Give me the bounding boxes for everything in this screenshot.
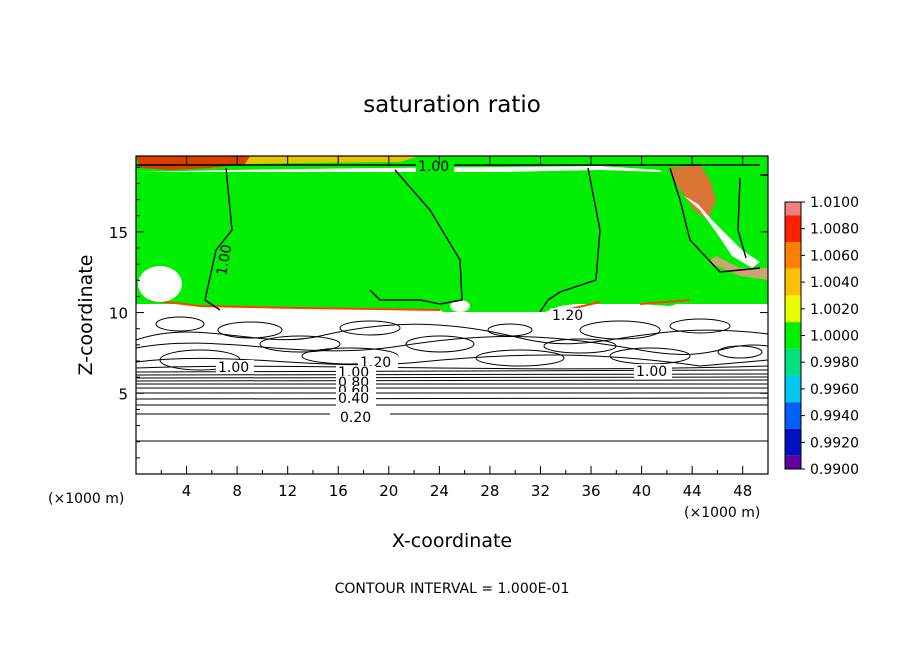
x-tick-label: 8 [232, 482, 242, 500]
x-tick-label: 48 [733, 482, 752, 500]
x-tick-label: 36 [581, 482, 600, 500]
x-unit-label: (×1000 m) [48, 491, 124, 507]
y-axis-ticks: 5 10 15 [109, 166, 768, 459]
colorbar-swatch [785, 348, 801, 376]
x-axis-ticks: 4 8 12 16 20 24 28 32 36 40 44 48 [160, 156, 752, 500]
contour-label: 0.40 [338, 391, 369, 407]
colorbar-swatch [785, 215, 801, 243]
colorbar-swatch [785, 402, 801, 429]
colorbar-swatch [785, 428, 801, 456]
upper-right-plume [668, 165, 716, 220]
contour-interval-note: CONTOUR INTERVAL = 1.000E-01 [335, 581, 570, 597]
colorbar-swatch [785, 202, 801, 216]
colorbar-label: 1.0020 [810, 302, 859, 318]
x-tick-label: 40 [632, 482, 651, 500]
upper-right-plume-white [684, 196, 760, 268]
colorbar-swatch [785, 455, 801, 469]
colorbar-label: 0.9900 [810, 462, 859, 478]
supersaturation-band-top [245, 156, 420, 164]
colorbar-label: 1.0040 [810, 275, 859, 291]
x-tick-label: 16 [329, 482, 348, 500]
y-tick-label: 15 [109, 224, 128, 242]
contour-labels: 1.00 1.00 1.00 1.20 1.20 1.00 1.00 0.80 … [214, 159, 672, 426]
contour-label: 1.20 [552, 308, 583, 324]
x-tick-label: 12 [278, 482, 297, 500]
y-tick-label: 10 [109, 305, 128, 323]
x-tick-label: 24 [430, 482, 449, 500]
colorbar-label: 1.0080 [810, 222, 859, 238]
colorbar-label: 0.9980 [810, 355, 859, 371]
x-axis-label: X-coordinate [392, 530, 512, 552]
colorbar-swatch [785, 322, 801, 349]
colorbar-label: 1.0060 [810, 248, 859, 264]
supersaturation-band [136, 156, 250, 170]
colorbar-swatch [785, 295, 801, 323]
colorbar-label: 0.9940 [810, 409, 859, 425]
colorbar-label: 1.0000 [810, 329, 859, 345]
x-tick-label: 4 [182, 482, 192, 500]
contour-label: 0.20 [340, 410, 371, 426]
contour-label: 1.00 [636, 364, 667, 380]
x-tick-label: 32 [531, 482, 550, 500]
x-tick-label: 20 [379, 482, 398, 500]
plot-frame [135, 155, 769, 475]
colorbar-swatch [785, 375, 801, 403]
colorbar-label: 0.9920 [810, 435, 859, 451]
y-axis-label: Z-coordinate [75, 255, 97, 376]
contour-label: 1.00 [418, 159, 449, 175]
colorbar-swatch [785, 268, 801, 296]
contour-label: 1.00 [218, 360, 249, 376]
chart-title: saturation ratio [363, 92, 541, 118]
x-unit-label-right: (×1000 m) [684, 505, 760, 521]
x-tick-label: 44 [683, 482, 702, 500]
colorbar-swatch [785, 242, 801, 269]
colorbar-label: 1.0100 [810, 195, 859, 211]
x-tick-label: 28 [480, 482, 499, 500]
contour-label: 1.00 [214, 243, 235, 276]
colorbar-label: 0.9960 [810, 382, 859, 398]
colorbar: 1.0100 1.0080 1.0060 1.0040 1.0020 1.0000 0.99… [784, 195, 859, 478]
y-tick-label: 5 [118, 385, 128, 403]
upper-right-plume-edge [708, 256, 768, 280]
field-layer [136, 156, 768, 474]
